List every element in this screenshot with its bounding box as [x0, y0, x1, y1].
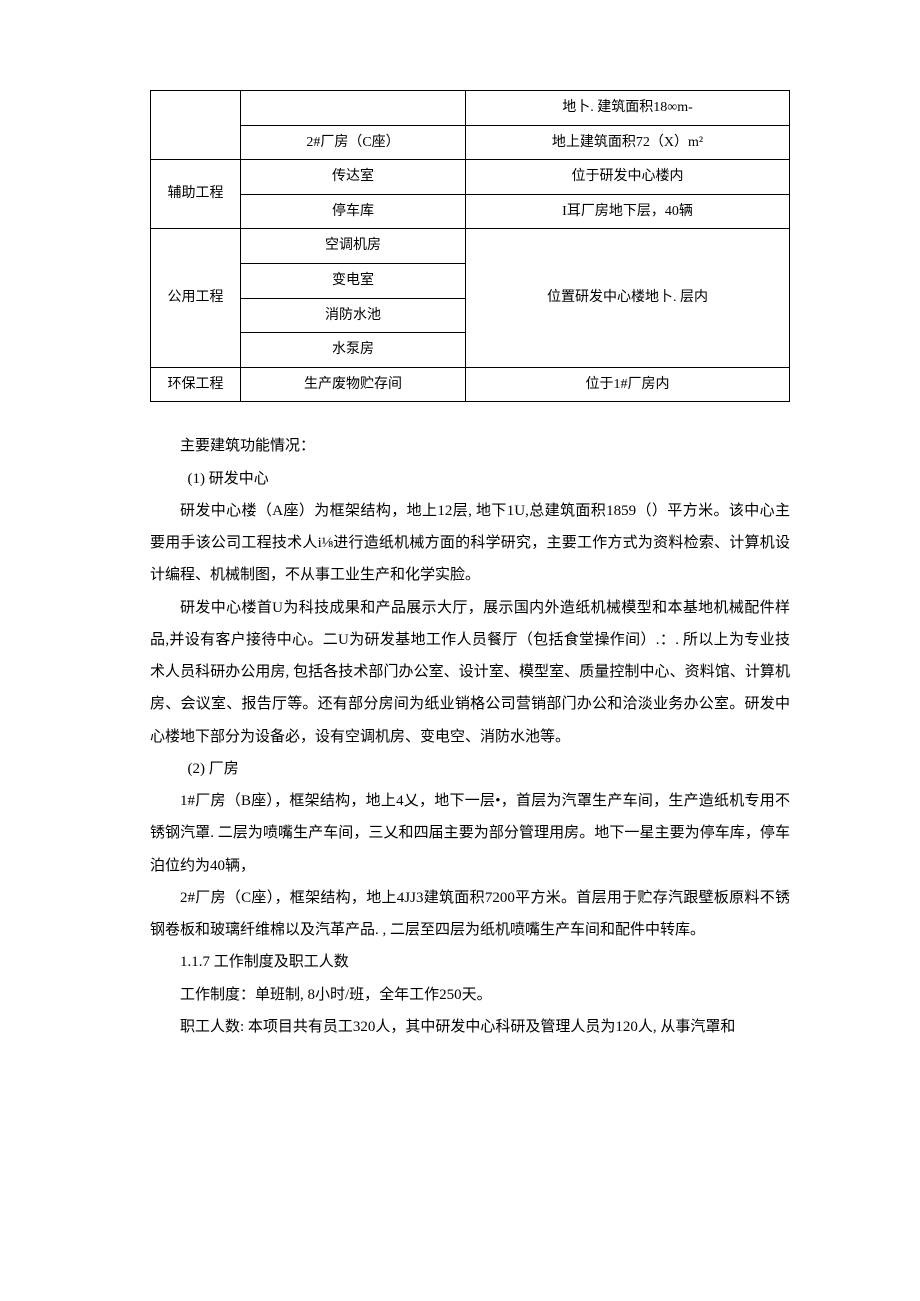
- table-row: 公用工程 空调机房 位置研发中心楼地卜. 层内: [151, 229, 790, 264]
- cell-value: 2#厂房（C座）: [241, 125, 466, 160]
- table-row: 地卜. 建筑面积18∞m-: [151, 91, 790, 126]
- section-heading: (1) 研发中心: [150, 463, 790, 495]
- paragraph: 研发中心楼首U为科技成果和产品展示大厅，展示国内外造纸机械模型和本基地机械配件样…: [150, 592, 790, 753]
- cell-blank: [151, 91, 241, 160]
- cell-value: 传达室: [241, 160, 466, 195]
- engineering-table: 地卜. 建筑面积18∞m- 2#厂房（C座） 地上建筑面积72（X）m² 辅助工…: [150, 90, 790, 402]
- paragraph: 2#厂房（C座），框架结构，地上4JJ3建筑面积7200平方米。首层用于贮存汽跟…: [150, 882, 790, 947]
- paragraph: 1#厂房（B座），框架结构，地上4乂，地下一层•，首层为汽罩生产车间，生产造纸机…: [150, 785, 790, 882]
- cell-value: 空调机房: [241, 229, 466, 264]
- cell-category: 公用工程: [151, 229, 241, 367]
- paragraph: 主要建筑功能情况：: [150, 430, 790, 462]
- cell-value: 消防水池: [241, 298, 466, 333]
- cell-category: 辅助工程: [151, 160, 241, 229]
- document-page: 地卜. 建筑面积18∞m- 2#厂房（C座） 地上建筑面积72（X）m² 辅助工…: [0, 0, 920, 1103]
- table-row: 环保工程 生产废物贮存间 位于1#厂房内: [151, 367, 790, 402]
- cell-category: 环保工程: [151, 367, 241, 402]
- cell-value: 水泵房: [241, 333, 466, 368]
- cell-value: 地卜. 建筑面积18∞m-: [466, 91, 790, 126]
- cell-value: 地上建筑面积72（X）m²: [466, 125, 790, 160]
- paragraph: 研发中心楼（A座）为框架结构，地上12层, 地下1U,总建筑面积1859（）平方…: [150, 495, 790, 592]
- cell-value: 生产废物贮存间: [241, 367, 466, 402]
- paragraph: 职工人数: 本项目共有员工320人，其中研发中心科研及管理人员为120人, 从事…: [150, 1011, 790, 1043]
- cell-value: 变电室: [241, 263, 466, 298]
- section-heading: (2) 厂房: [150, 753, 790, 785]
- table-row: 停车库 I耳厂房地下层，40辆: [151, 194, 790, 229]
- cell-value: 位于研发中心楼内: [466, 160, 790, 195]
- cell-value: 位于1#厂房内: [466, 367, 790, 402]
- table-row: 2#厂房（C座） 地上建筑面积72（X）m²: [151, 125, 790, 160]
- cell-blank: [241, 91, 466, 126]
- cell-value: 位置研发中心楼地卜. 层内: [466, 229, 790, 367]
- cell-value: 停车库: [241, 194, 466, 229]
- paragraph: 工作制度：单班制, 8小时/班，全年工作250天。: [150, 979, 790, 1011]
- table-row: 辅助工程 传达室 位于研发中心楼内: [151, 160, 790, 195]
- section-heading: 1.1.7 工作制度及职工人数: [150, 946, 790, 978]
- cell-value: I耳厂房地下层，40辆: [466, 194, 790, 229]
